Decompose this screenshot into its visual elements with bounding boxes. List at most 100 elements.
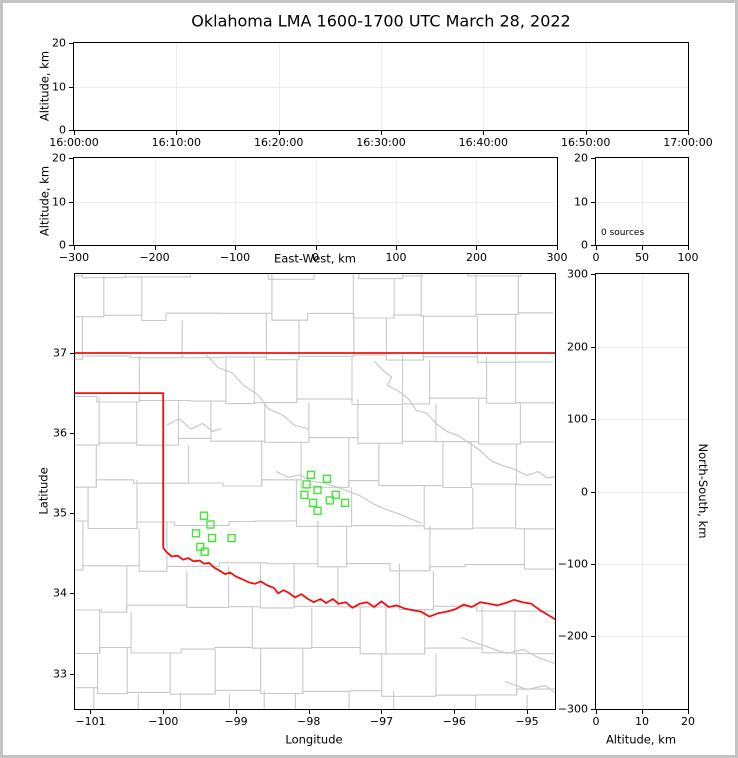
lma-source-marker: [302, 480, 311, 489]
lma-source-marker: [306, 470, 316, 480]
x-tick-mark: [454, 710, 456, 714]
y-tick-label: 10: [52, 80, 66, 93]
y-gridline: [74, 201, 557, 203]
x-tick-mark: [234, 246, 236, 250]
county-boundary-line: [75, 437, 555, 446]
y-tick-label: −100: [557, 557, 588, 571]
county-boundary-line: [75, 274, 522, 280]
x-tick-label: 16:00:00: [49, 136, 99, 149]
river-county-boundary: [205, 354, 309, 430]
x-tick-mark: [642, 710, 643, 714]
y-tick-mark: [69, 86, 73, 88]
y-tick-mark: [591, 418, 595, 420]
x-tick-label: −200: [139, 251, 170, 264]
lma-source-marker: [227, 533, 236, 543]
x-tick-mark: [596, 246, 597, 250]
x-tick-mark: [642, 246, 643, 250]
x-tick-label: 16:40:00: [458, 136, 509, 149]
x-tick-label: −98: [297, 715, 321, 728]
x-tick-label: 0: [592, 715, 600, 728]
x-tick-mark: [315, 246, 317, 250]
y-tick-label: 100: [567, 412, 588, 426]
x-tick-label: 16:50:00: [560, 136, 611, 149]
x-tick-label: 0: [312, 251, 319, 264]
lma-source-marker: [199, 511, 209, 520]
state-border-path: [162, 547, 555, 621]
x-tick-mark: [90, 710, 92, 714]
river-county-boundary: [275, 471, 422, 524]
x-tick-label: 10: [635, 715, 649, 728]
x-tick-label: −96: [442, 715, 466, 728]
x-tick-mark: [381, 131, 382, 135]
county-boundary-line: [75, 312, 553, 322]
y-tick-label: 10: [52, 195, 66, 208]
x-tick-mark: [396, 246, 397, 250]
y-axis-label-latitude: Latitude: [36, 467, 51, 515]
river-county-boundary: [461, 636, 555, 665]
y-tick-label: −200: [557, 629, 588, 643]
x-tick-label: −100: [148, 715, 179, 728]
y-tick-mark: [70, 513, 74, 515]
y-tick-mark: [591, 491, 595, 493]
y-tick-mark: [591, 158, 595, 159]
x-tick-label: 20: [681, 715, 695, 728]
y-tick-label: 20: [574, 151, 588, 165]
y-tick-label: 20: [52, 36, 66, 50]
x-tick-label: 17:00:00: [663, 136, 713, 149]
y-tick-label: 33: [53, 667, 67, 680]
state-border-path: [75, 392, 165, 548]
y-tick-mark: [591, 564, 595, 565]
x-tick-label: 200: [465, 251, 487, 264]
x-tick-mark: [176, 131, 178, 135]
x-tick-label: 100: [385, 251, 407, 264]
y-tick-label: 10: [574, 195, 588, 208]
lma-source-marker: [300, 490, 309, 500]
x-tick-label: −101: [75, 715, 106, 728]
y-tick-label: 34: [53, 586, 67, 600]
x-tick-mark: [476, 246, 478, 250]
y-tick-mark: [69, 201, 73, 203]
y-gridline: [596, 418, 688, 420]
y-tick-label: 0: [581, 238, 588, 252]
y-tick-mark: [70, 353, 74, 354]
x-axis-label-east-west: East-West, km: [274, 251, 356, 266]
river-county-boundary: [166, 418, 222, 433]
y-tick-mark: [69, 130, 73, 131]
x-tick-label: 16:30:00: [356, 136, 406, 149]
map-canvas: [75, 274, 555, 709]
y-tick-mark: [591, 245, 595, 246]
x-tick-mark: [688, 710, 689, 714]
y-tick-mark: [70, 673, 74, 675]
lma-source-marker: [322, 474, 332, 484]
county-boundary-line: [75, 562, 555, 572]
lma-source-marker: [206, 520, 215, 529]
y-tick-label: 300: [567, 267, 588, 281]
y-tick-mark: [591, 346, 595, 348]
plan-view-map-panel: −101 −100 −99 −98 −97 −96 −95 37 36 35 34 33: [53, 273, 556, 727]
x-tick-mark: [688, 131, 689, 135]
y-tick-label: 0: [581, 485, 588, 498]
x-tick-mark: [688, 246, 689, 250]
sources-count-note: 0 sources: [601, 228, 645, 238]
x-tick-mark: [596, 710, 597, 714]
x-tick-mark: [308, 710, 310, 714]
lma-source-marker: [331, 490, 340, 500]
eastwest-height-panel: −300 −200 −100 0 100 200 300 20 10 0: [52, 153, 568, 264]
y-tick-mark: [70, 593, 74, 595]
x-tick-mark: [278, 131, 280, 135]
x-tick-label: 16:20:00: [253, 136, 304, 149]
figure-title: Oklahoma LMA 1600-1700 UTC March 28, 202…: [191, 11, 571, 31]
x-axis-label-longitude: Longitude: [285, 732, 343, 747]
x-tick-label: 50: [635, 251, 649, 264]
y-axis-label-altitude-top: Altitude, km: [37, 50, 52, 122]
y-tick-mark: [69, 245, 73, 246]
x-tick-label: 16:10:00: [151, 136, 202, 149]
y-tick-mark: [591, 274, 595, 275]
y-tick-mark: [591, 636, 595, 638]
x-tick-mark: [235, 710, 237, 714]
lma-source-marker: [207, 533, 217, 543]
y-tick-mark: [69, 43, 73, 44]
y-gridline: [596, 346, 688, 348]
lma-source-marker: [313, 485, 322, 495]
